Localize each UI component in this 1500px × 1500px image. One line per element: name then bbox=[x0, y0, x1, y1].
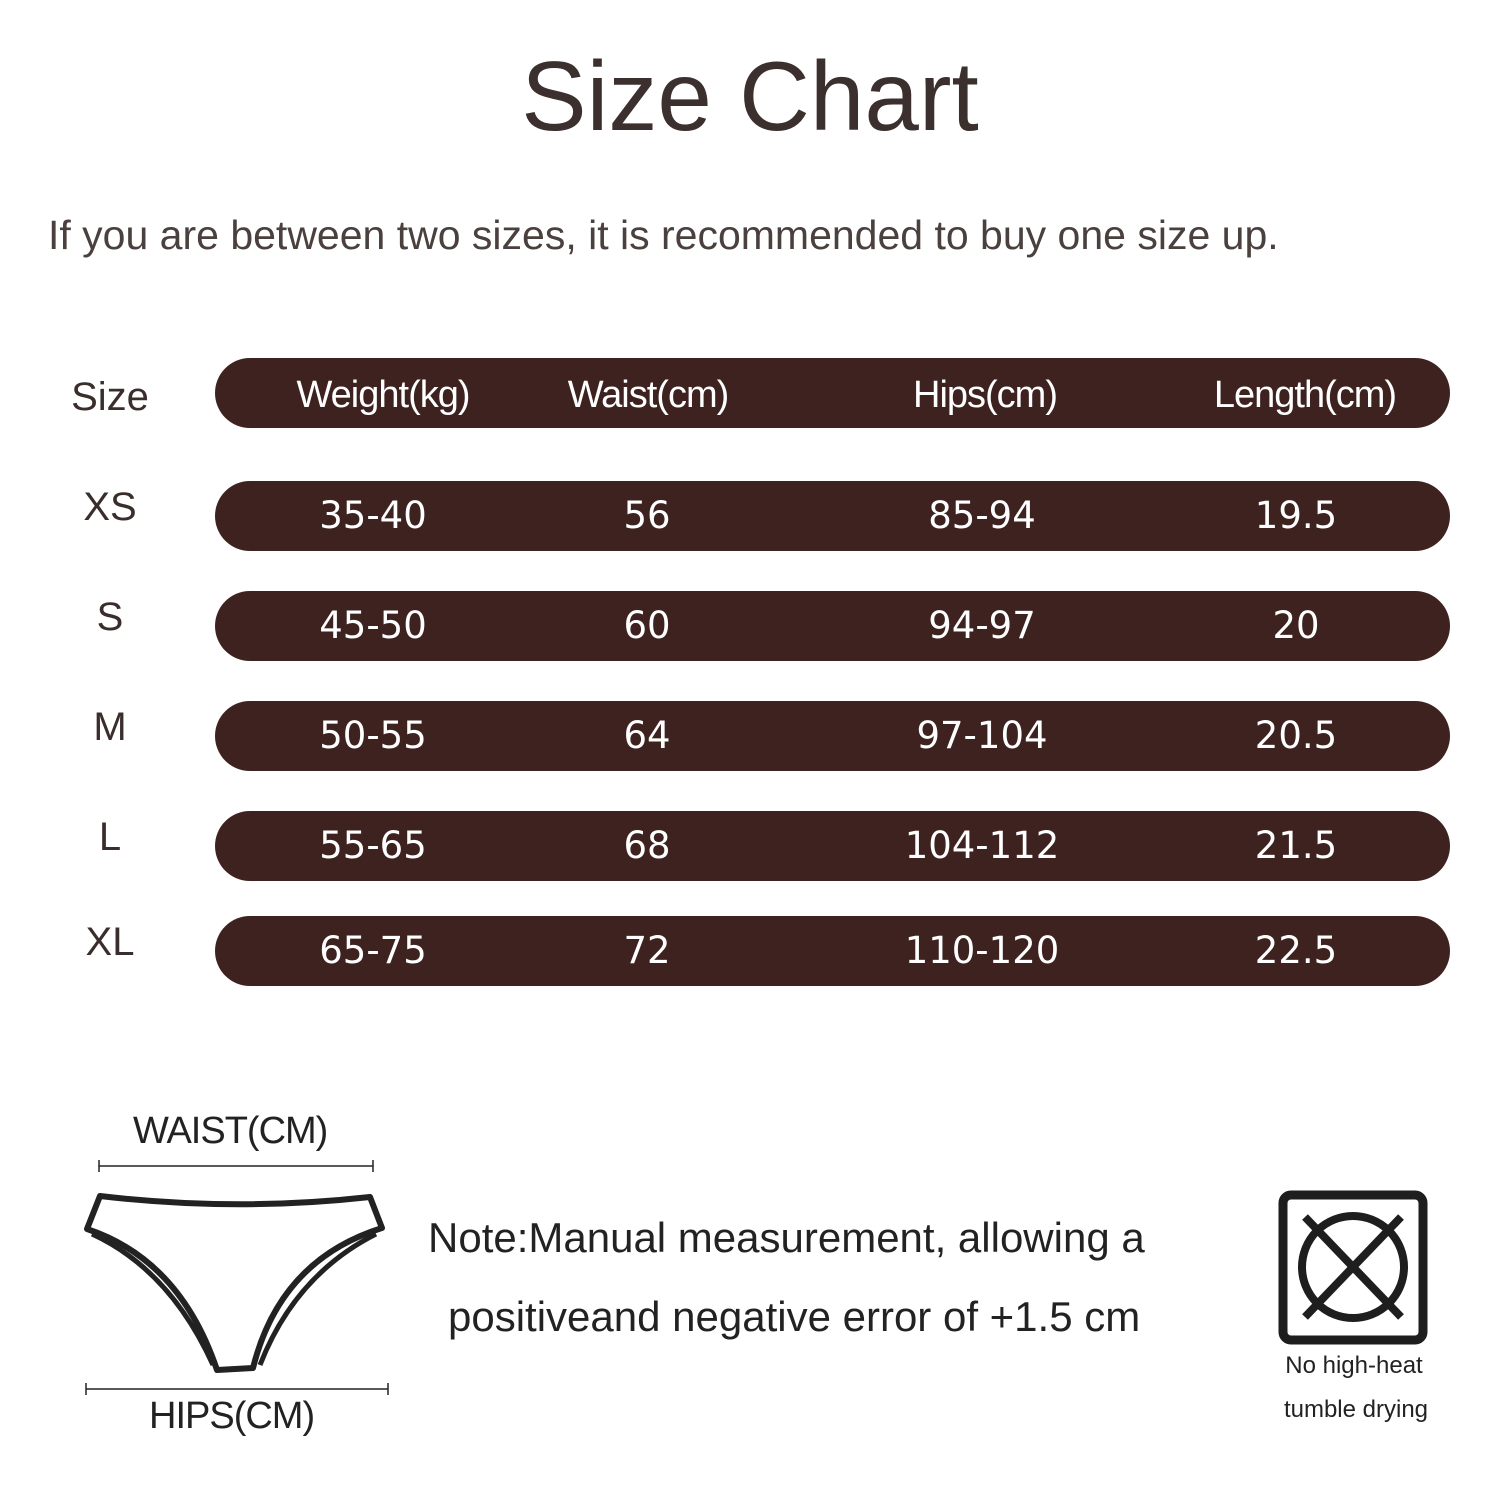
table-cell: 104-112 bbox=[904, 824, 1060, 867]
table-row: 65-75 72 110-120 22.5 bbox=[215, 916, 1450, 986]
care-line-1: No high-heat bbox=[1285, 1352, 1423, 1379]
table-cell: 65-75 bbox=[319, 929, 427, 972]
table-row: 45-50 60 94-97 20 bbox=[215, 591, 1450, 661]
table-cell: 19.5 bbox=[1254, 494, 1338, 537]
briefs-diagram-icon bbox=[84, 1160, 389, 1395]
care-line-2: tumble drying bbox=[1283, 1396, 1429, 1423]
table-cell: 85-94 bbox=[928, 494, 1036, 537]
table-row: 55-65 68 104-112 21.5 bbox=[215, 811, 1450, 881]
table-cell: 72 bbox=[623, 929, 671, 972]
size-label: S bbox=[96, 595, 124, 639]
table-cell: 56 bbox=[623, 494, 671, 537]
column-header: Hips(cm) bbox=[913, 374, 1058, 416]
table-cell: 50-55 bbox=[319, 714, 427, 757]
table-cell: 60 bbox=[623, 604, 671, 647]
size-label: XS bbox=[83, 485, 137, 529]
note-line-2: positiveand negative error of +1.5 cm bbox=[448, 1293, 1141, 1340]
size-label: M bbox=[93, 705, 127, 749]
note-line-1: Note:Manual measurement, allowing a bbox=[428, 1214, 1145, 1261]
table-cell: 55-65 bbox=[319, 824, 427, 867]
size-label: XL bbox=[85, 920, 135, 964]
column-header: Weight(kg) bbox=[296, 374, 470, 416]
table-row: 35-40 56 85-94 19.5 bbox=[215, 481, 1450, 551]
table-cell: 68 bbox=[623, 824, 671, 867]
table-cell: 94-97 bbox=[928, 604, 1036, 647]
table-cell: 35-40 bbox=[319, 494, 427, 537]
waist-label: WAIST(CM) bbox=[133, 1110, 328, 1152]
table-cell: 64 bbox=[623, 714, 671, 757]
table-cell: 20 bbox=[1272, 604, 1320, 647]
page-title: Size Chart bbox=[521, 41, 979, 151]
table-cell: 22.5 bbox=[1254, 929, 1338, 972]
table-cell: 21.5 bbox=[1254, 824, 1338, 867]
table-row: 50-55 64 97-104 20.5 bbox=[215, 701, 1450, 771]
column-header: Length(cm) bbox=[1213, 374, 1397, 416]
column-header: Waist(cm) bbox=[567, 374, 730, 416]
subtitle: If you are between two sizes, it is reco… bbox=[48, 212, 1279, 258]
table-cell: 97-104 bbox=[916, 714, 1048, 757]
table-cell: 110-120 bbox=[904, 929, 1060, 972]
size-header: Size bbox=[71, 375, 149, 419]
no-tumble-dry-icon bbox=[1278, 1190, 1428, 1345]
hips-label: HIPS(CM) bbox=[149, 1395, 315, 1437]
table-cell: 20.5 bbox=[1254, 714, 1338, 757]
table-cell: 45-50 bbox=[319, 604, 427, 647]
table-header: Weight(kg) Waist(cm) Hips(cm) Length(cm) bbox=[215, 358, 1450, 428]
size-label: L bbox=[98, 815, 122, 859]
